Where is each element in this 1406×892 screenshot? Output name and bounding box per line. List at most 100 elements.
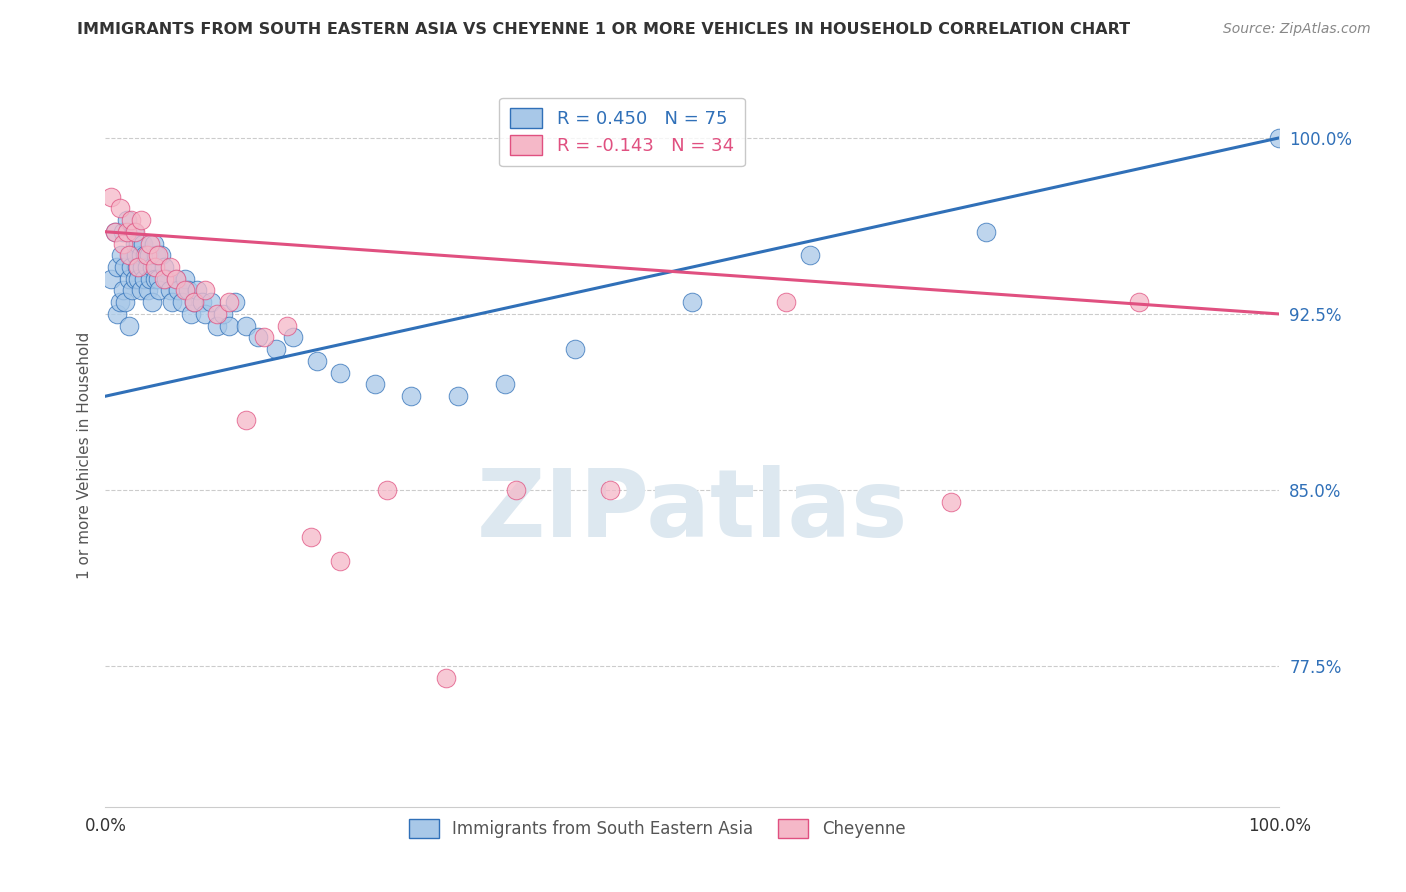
- Point: [127, 236, 149, 251]
- Point: [218, 295, 240, 310]
- Point: [121, 284, 143, 298]
- Point: [108, 295, 131, 310]
- Point: [132, 236, 155, 251]
- Point: [118, 318, 141, 333]
- Point: [120, 248, 142, 262]
- Point: [1128, 295, 1150, 310]
- Point: [125, 248, 148, 262]
- Y-axis label: 1 or more Vehicles in Household: 1 or more Vehicles in Household: [76, 331, 91, 579]
- Point: [127, 272, 149, 286]
- Legend: Immigrants from South Eastern Asia, Cheyenne: Immigrants from South Eastern Asia, Chey…: [402, 813, 912, 845]
- Point: [186, 284, 208, 298]
- Point: [105, 307, 128, 321]
- Point: [399, 389, 422, 403]
- Point: [682, 295, 704, 310]
- Point: [194, 307, 217, 321]
- Point: [224, 295, 246, 310]
- Point: [235, 318, 257, 333]
- Point: [104, 225, 127, 239]
- Point: [148, 284, 170, 298]
- Point: [114, 295, 136, 310]
- Point: [183, 295, 205, 310]
- Point: [276, 318, 298, 333]
- Point: [112, 260, 135, 274]
- Point: [120, 213, 142, 227]
- Point: [134, 272, 156, 286]
- Point: [110, 248, 132, 262]
- Point: [112, 236, 135, 251]
- Point: [127, 260, 149, 274]
- Text: IMMIGRANTS FROM SOUTH EASTERN ASIA VS CHEYENNE 1 OR MORE VEHICLES IN HOUSEHOLD C: IMMIGRANTS FROM SOUTH EASTERN ASIA VS CH…: [77, 22, 1130, 37]
- Point: [149, 248, 172, 262]
- Point: [124, 225, 146, 239]
- Point: [264, 343, 287, 357]
- Point: [162, 295, 184, 310]
- Point: [494, 377, 516, 392]
- Point: [505, 483, 527, 498]
- Point: [129, 248, 152, 262]
- Point: [139, 272, 162, 286]
- Point: [174, 272, 197, 286]
- Point: [170, 295, 193, 310]
- Point: [599, 483, 621, 498]
- Point: [124, 272, 146, 286]
- Point: [235, 412, 257, 426]
- Point: [124, 236, 146, 251]
- Point: [974, 225, 997, 239]
- Point: [143, 260, 166, 274]
- Point: [155, 272, 177, 286]
- Point: [939, 495, 962, 509]
- Point: [148, 272, 170, 286]
- Point: [775, 295, 797, 310]
- Point: [153, 260, 176, 274]
- Point: [135, 260, 157, 274]
- Point: [1268, 131, 1291, 145]
- Point: [134, 248, 156, 262]
- Point: [148, 248, 170, 262]
- Point: [299, 530, 322, 544]
- Point: [200, 295, 222, 310]
- Point: [364, 377, 387, 392]
- Point: [129, 213, 152, 227]
- Point: [118, 248, 141, 262]
- Point: [118, 272, 141, 286]
- Point: [135, 248, 157, 262]
- Point: [183, 295, 205, 310]
- Point: [131, 260, 153, 274]
- Point: [108, 201, 131, 215]
- Point: [112, 284, 135, 298]
- Point: [375, 483, 398, 498]
- Point: [104, 225, 127, 239]
- Point: [115, 225, 138, 239]
- Text: ZIPatlas: ZIPatlas: [477, 466, 908, 558]
- Point: [174, 284, 197, 298]
- Point: [115, 213, 138, 227]
- Point: [283, 330, 305, 344]
- Point: [100, 272, 122, 286]
- Point: [564, 343, 586, 357]
- Point: [143, 272, 166, 286]
- Point: [139, 236, 162, 251]
- Point: [190, 295, 212, 310]
- Point: [799, 248, 821, 262]
- Point: [129, 284, 152, 298]
- Point: [138, 248, 160, 262]
- Point: [211, 307, 233, 321]
- Point: [253, 330, 276, 344]
- Point: [120, 260, 142, 274]
- Point: [205, 318, 228, 333]
- Point: [194, 284, 217, 298]
- Point: [159, 260, 181, 274]
- Point: [218, 318, 240, 333]
- Point: [127, 260, 149, 274]
- Point: [159, 284, 181, 298]
- Point: [145, 248, 167, 262]
- Point: [153, 272, 176, 286]
- Point: [165, 272, 187, 286]
- Point: [434, 671, 457, 685]
- Point: [105, 260, 128, 274]
- Point: [136, 284, 159, 298]
- Point: [100, 189, 122, 203]
- Text: Source: ZipAtlas.com: Source: ZipAtlas.com: [1223, 22, 1371, 37]
- Point: [329, 554, 352, 568]
